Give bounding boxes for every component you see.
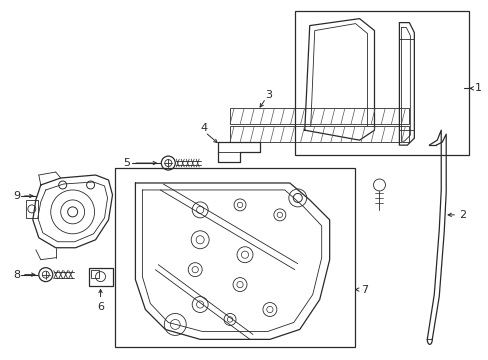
Text: 6: 6 [97,302,104,311]
Text: 1: 1 [474,84,481,93]
Bar [88,268,112,285]
Bar [294,11,468,155]
Text: 3: 3 [264,90,271,100]
Text: 7: 7 [361,284,368,294]
Text: 9: 9 [13,191,20,201]
Bar [90,270,99,278]
Text: 2: 2 [458,210,466,220]
Text: 8: 8 [13,270,20,280]
Bar [229,126,408,142]
Text: 5: 5 [123,158,130,168]
Text: 4: 4 [200,123,207,133]
Bar [115,168,354,347]
Bar [229,108,408,124]
Bar [26,200,38,218]
